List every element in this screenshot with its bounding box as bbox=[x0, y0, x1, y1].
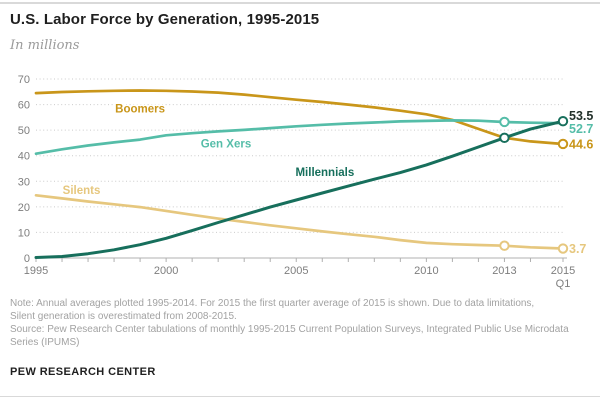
y-tick-label: 0 bbox=[24, 253, 30, 265]
marker-circle-silents bbox=[499, 240, 510, 251]
series-label-gen-xers: Gen Xers bbox=[201, 139, 252, 151]
series-line-silents bbox=[34, 193, 565, 250]
pew-research-center-wordmark: PEW RESEARCH CENTER bbox=[10, 366, 156, 378]
x-tick-label: 2015 bbox=[551, 265, 575, 277]
chart-subtitle: In millions bbox=[10, 38, 80, 53]
x-tick-label: 2000 bbox=[154, 265, 178, 277]
series-label-silents: Silents bbox=[63, 185, 101, 197]
end-value-label: 44.6 bbox=[569, 137, 593, 151]
marker-circle-gen-xers bbox=[499, 116, 510, 128]
end-value-label: 53.5 bbox=[569, 109, 593, 123]
marker-circle-boomers bbox=[557, 138, 569, 150]
x-tick-label: 1995 bbox=[24, 265, 48, 277]
x-tick-label: 2010 bbox=[414, 265, 438, 277]
x-tick-label: 2013 bbox=[492, 265, 516, 277]
chart-note: Note: Annual averages plotted 1995-2014.… bbox=[10, 298, 535, 322]
top-divider bbox=[0, 2, 600, 4]
bottom-divider bbox=[0, 396, 600, 397]
marker-circle-millennials bbox=[499, 132, 510, 144]
marker-circle-millennials bbox=[557, 115, 569, 127]
chart-source: Source: Pew Research Center tabulations … bbox=[10, 324, 569, 348]
chart-title: U.S. Labor Force by Generation, 1995-201… bbox=[10, 11, 320, 28]
x-tick-sublabel: Q1 bbox=[556, 278, 571, 290]
y-tick-label: 20 bbox=[18, 202, 30, 214]
series-line-gen-xers bbox=[34, 119, 565, 156]
y-tick-label: 40 bbox=[18, 151, 30, 163]
series-line-boomers bbox=[34, 89, 565, 146]
end-value-label: 52.7 bbox=[569, 122, 593, 136]
end-value-label: 3.7 bbox=[569, 242, 586, 256]
x-tick-label: 2005 bbox=[284, 265, 308, 277]
series-label-millennials: Millennials bbox=[295, 167, 354, 179]
y-tick-label: 70 bbox=[18, 74, 30, 86]
y-tick-label: 30 bbox=[18, 176, 30, 188]
y-tick-label: 50 bbox=[18, 125, 30, 137]
series-label-boomers: Boomers bbox=[115, 103, 165, 115]
series-line-millennials bbox=[34, 119, 565, 259]
marker-circle-silents bbox=[557, 243, 569, 254]
y-tick-label: 10 bbox=[18, 227, 30, 239]
y-tick-label: 60 bbox=[18, 100, 30, 112]
